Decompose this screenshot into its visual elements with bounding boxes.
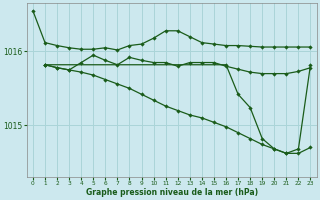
X-axis label: Graphe pression niveau de la mer (hPa): Graphe pression niveau de la mer (hPa) (86, 188, 258, 197)
